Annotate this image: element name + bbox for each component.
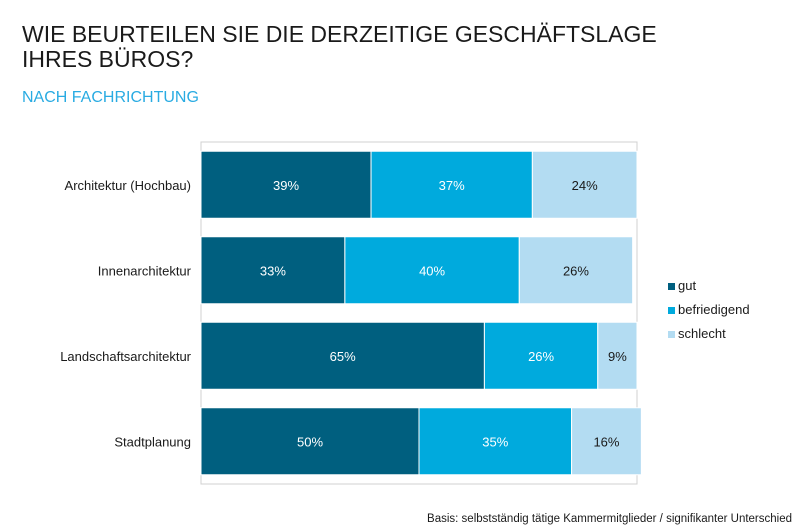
chart-subtitle: NACH FACHRICHTUNG: [22, 89, 199, 106]
data-label-schlecht: 16%: [593, 434, 619, 449]
data-label-gut: 33%: [260, 263, 286, 278]
legend-label-gut: gut: [678, 278, 696, 293]
bar-segment-gut: [200, 407, 420, 476]
legend-swatch-schlecht: [668, 331, 675, 338]
category-label: Innenarchitektur: [98, 263, 192, 278]
legend-label-schlecht: schlecht: [678, 326, 726, 341]
bar-segment-schlecht: [531, 150, 638, 219]
chart-title: WIE BEURTEILEN SIE DIE DERZEITIGE GESCHÄ…: [22, 22, 762, 72]
data-label-schlecht: 26%: [563, 263, 589, 278]
bar-segment-befriedigend: [483, 321, 599, 390]
data-label-befriedigend: 37%: [439, 178, 465, 193]
bar-segment-gut: [200, 236, 346, 305]
category-label: Landschaftsarchitektur: [60, 349, 191, 364]
data-label-gut: 50%: [297, 434, 323, 449]
bar-segment-gut: [200, 321, 485, 390]
plot-frame: [200, 141, 638, 485]
chart-title-line-2: IHRES BÜROS?: [22, 46, 194, 72]
data-label-befriedigend: 26%: [528, 349, 554, 364]
category-label: Stadtplanung: [114, 434, 191, 449]
bar-segment-schlecht: [571, 407, 642, 476]
bar-segment-befriedigend: [344, 236, 520, 305]
bar-segment-befriedigend: [418, 407, 573, 476]
data-label-befriedigend: 40%: [419, 263, 445, 278]
chart-title-line-1: WIE BEURTEILEN SIE DIE DERZEITIGE GESCHÄ…: [22, 21, 657, 47]
data-label-gut: 39%: [273, 178, 299, 193]
bar-segment-schlecht: [518, 236, 634, 305]
data-label-gut: 65%: [330, 349, 356, 364]
bar-segment-schlecht: [597, 321, 638, 390]
footnote: Basis: selbstständig tätige Kammermitgli…: [427, 513, 792, 525]
legend-label-befriedigend: befriedigend: [678, 302, 750, 317]
legend-swatch-befriedigend: [668, 307, 675, 314]
data-label-schlecht: 9%: [608, 349, 627, 364]
legend-swatch-gut: [668, 283, 675, 290]
bar-segment-befriedigend: [370, 150, 533, 219]
data-label-schlecht: 24%: [572, 178, 598, 193]
category-label: Architektur (Hochbau): [65, 178, 191, 193]
data-label-befriedigend: 35%: [482, 434, 508, 449]
